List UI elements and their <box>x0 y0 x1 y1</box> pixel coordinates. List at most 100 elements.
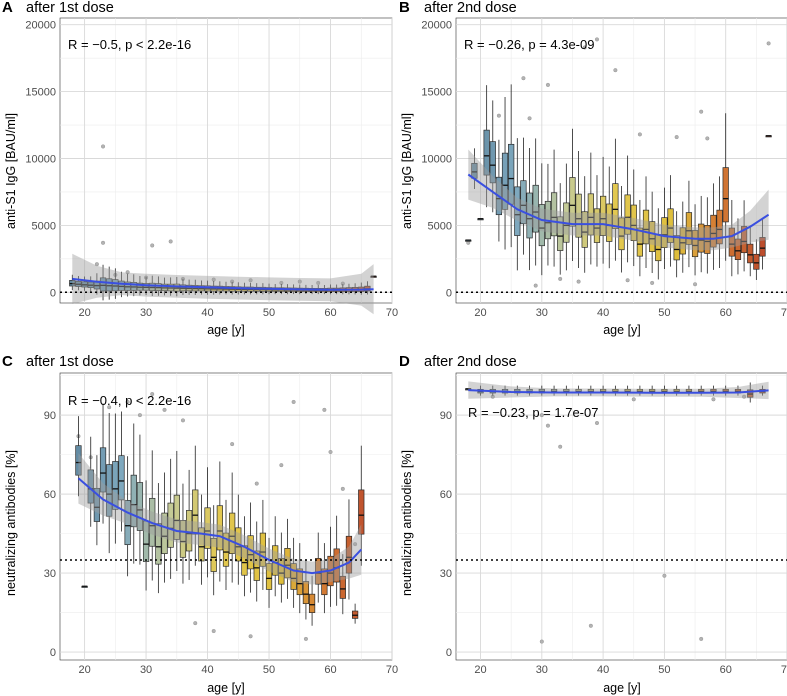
panel-b-box <box>606 203 613 242</box>
panel-b-box <box>538 204 545 247</box>
panel-b-xtick-label: 70 <box>781 307 787 319</box>
panel-b-box <box>612 183 619 229</box>
panel-c-box <box>278 558 285 585</box>
panel-a-box <box>99 277 107 292</box>
panel-b-box <box>691 230 699 258</box>
panel-b-outlier-point <box>613 68 618 73</box>
panel-b-box <box>483 129 490 176</box>
panel-a-title: after 1st dose <box>26 0 114 16</box>
panel-b-confidence-band <box>468 149 769 251</box>
panel-c-box <box>265 563 273 590</box>
panel-c-confidence-band <box>78 453 362 585</box>
panel-c-box <box>124 500 131 546</box>
panel-b-outlier-point <box>527 116 532 121</box>
panel-c-outlier-point <box>162 407 167 412</box>
panel-c-box <box>167 502 174 548</box>
panel-d-annotation: R = −0.23, p = 1.7e-07 <box>468 405 598 420</box>
panel-b-box <box>759 237 766 257</box>
panel-c-box <box>216 505 223 551</box>
panel-b-box <box>667 208 674 243</box>
panel-d-ytick-label: 0 <box>446 647 452 659</box>
panel-c-outlier-point <box>150 392 155 397</box>
panel-d-smooth-line <box>468 389 769 394</box>
panel-d-xtick-label: 30 <box>536 664 548 676</box>
panel-b-box <box>740 226 748 254</box>
panel-a-outlier-point <box>297 279 302 284</box>
panel-d-xtick-label: 50 <box>658 664 670 676</box>
panel-a-xtick-label: 40 <box>201 307 213 319</box>
panel-c-outlier-point <box>353 542 358 547</box>
panel-a-annotation: R = −0.5, p < 2.2e-16 <box>68 37 191 52</box>
panel-d-outlier-point <box>594 421 599 426</box>
panel-a-xtick-label: 70 <box>386 307 398 319</box>
panel-b-outlier-point <box>594 37 599 42</box>
panel-c-outlier-point <box>211 629 216 634</box>
panel-c: C after 1st dose R = −0.4, p < 2.2e-16 n… <box>2 353 398 695</box>
panel-a-outlier-point <box>248 278 253 283</box>
panel-c-box <box>321 568 328 596</box>
panel-b-tag: B <box>399 0 410 16</box>
panel-c-box <box>308 593 316 613</box>
panel-c-box <box>185 510 193 552</box>
panel-a-background <box>59 17 393 304</box>
panel-b-ytick-label: 10000 <box>421 153 452 165</box>
panel-b-outlier-point <box>558 276 563 281</box>
panel-c-ytick-label: 30 <box>44 568 56 580</box>
panel-b-box <box>587 193 594 236</box>
panel-b-box <box>747 243 754 264</box>
panel-b-outlier-point <box>625 278 630 283</box>
panel-b-box <box>673 235 680 261</box>
panel-c-smooth-line <box>77 477 363 575</box>
panel-d-xtick-label: 60 <box>720 664 732 676</box>
panel-c-box <box>302 581 310 605</box>
panel-b-box <box>753 253 760 270</box>
panel-c-box <box>93 487 101 522</box>
panel-a-outlier-point <box>101 240 106 245</box>
panel-b-xtick-label: 50 <box>658 307 670 319</box>
panel-c-outlier-point <box>322 407 327 412</box>
panel-a-ytick-label: 5000 <box>32 220 56 232</box>
panel-b-outlier-point <box>693 282 698 287</box>
panel-c-outlier-point <box>137 413 142 418</box>
panel-a-xtick-label: 50 <box>263 307 275 319</box>
panel-a-box <box>118 280 125 291</box>
panel-b-box <box>649 221 656 252</box>
panel-d-xlabel: age [y] <box>603 681 641 695</box>
panel-c-box <box>192 489 199 535</box>
panel-a-xtick-label: 30 <box>140 307 152 319</box>
panel-c-box <box>204 507 211 549</box>
panel-c-box <box>229 512 236 554</box>
panel-b-box <box>618 217 625 251</box>
panel-c-box <box>253 550 260 581</box>
panel-c-box <box>179 520 187 558</box>
panel-a-ytick-label: 10000 <box>25 153 56 165</box>
panel-b-box <box>685 212 693 245</box>
panel-c-outlier-point <box>291 399 296 404</box>
panel-b-box <box>501 152 509 210</box>
panel-a-xtick-label: 20 <box>78 307 90 319</box>
panel-c-ytick-label: 60 <box>44 489 56 501</box>
panel-d-plot-area <box>455 372 787 661</box>
panel-a-ytick-label: 0 <box>50 287 56 299</box>
panel-b-outlier-point <box>650 280 655 285</box>
panel-b-plot-area <box>455 17 787 304</box>
panel-b-outlier-point <box>705 136 710 141</box>
panel-b-ytick-label: 0 <box>446 287 452 299</box>
panel-c-outlier-point <box>230 442 235 447</box>
panel-c-box <box>345 535 353 574</box>
panel-c-box <box>259 532 267 567</box>
panel-b-box <box>581 211 588 248</box>
panel-b-box <box>728 227 735 257</box>
panel-c-outlier-point <box>340 486 345 491</box>
panel-d-xtick-label: 20 <box>474 664 486 676</box>
panel-c-box <box>75 445 82 476</box>
panel-c-box <box>161 512 168 554</box>
panel-b-box <box>636 227 643 257</box>
panel-b-ylabel: anti-S1 IgG [BAU/ml] <box>400 113 414 229</box>
panel-c-box <box>173 494 180 540</box>
panel-c-xtick-label: 30 <box>140 664 152 676</box>
panel-d-confidence-band <box>468 381 769 400</box>
panel-b-title: after 2nd dose <box>424 0 517 16</box>
panel-b-box <box>532 184 539 233</box>
